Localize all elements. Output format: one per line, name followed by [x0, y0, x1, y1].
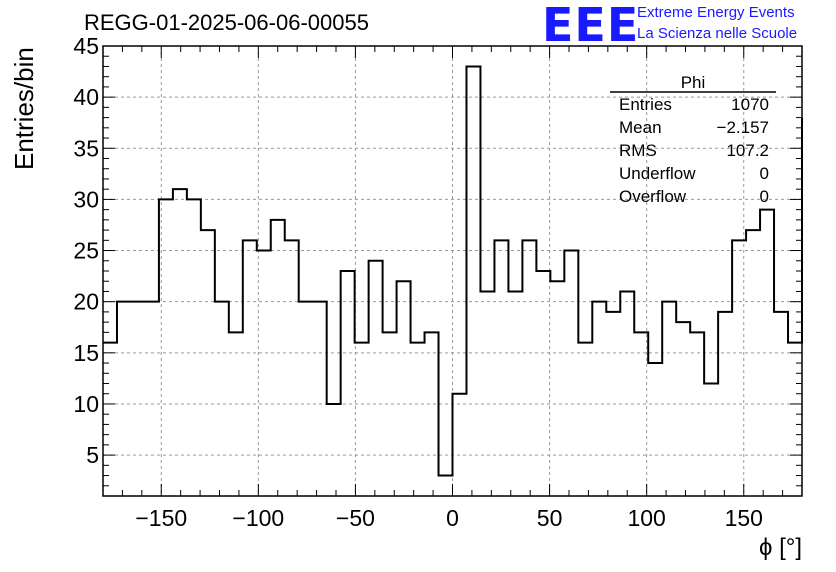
stats-label: RMS: [619, 141, 657, 160]
plot-frame: [102, 45, 803, 497]
y-tick-label: 20: [73, 289, 99, 315]
y-tick-label: 35: [73, 135, 99, 161]
eee-logo: EEE: [542, 0, 640, 52]
x-tick-label: 50: [537, 505, 563, 531]
x-tick-label: −100: [232, 505, 284, 531]
x-axis-label: ϕ [°]: [758, 534, 802, 561]
stats-rows: Entries 1070 Mean −2.157 RMS 107.2 Underflow 0 O…: [619, 95, 769, 206]
y-tick-label: 30: [73, 186, 99, 212]
y-tick-label: 15: [73, 340, 99, 366]
stats-value: −2.157: [717, 118, 769, 137]
stats-value: 0: [760, 164, 769, 183]
y-axis-label: Entries/bin: [9, 47, 39, 170]
stats-value: 0: [760, 187, 769, 206]
stats-box: Phi Entries 1070 Mean −2.157 RMS 107.2 Underfl…: [610, 73, 776, 206]
chart-title: REGG-01-2025-06-06-00055: [84, 10, 369, 35]
x-tick-label: −150: [135, 505, 187, 531]
x-tick-label: 0: [446, 505, 459, 531]
tick-labels: −150 −100 −50 0 50 100 150 5 10 15 20 25 30 35 40 45: [73, 33, 763, 531]
stats-value: 1070: [731, 95, 769, 114]
y-tick-label: 5: [86, 442, 99, 468]
logo-caption-line2: La Scienza nelle Scuole: [637, 25, 798, 42]
stats-title: Phi: [681, 73, 706, 92]
x-tick-label: 150: [725, 505, 763, 531]
y-tick-label: 10: [73, 391, 99, 417]
stats-label: Underflow: [619, 164, 696, 183]
x-tick-label: −50: [336, 505, 375, 531]
logo-caption-line1: Extreme Energy Events: [637, 4, 795, 21]
y-tick-label: 45: [73, 33, 99, 59]
stats-label: Entries: [619, 95, 672, 114]
y-tick-label: 25: [73, 238, 99, 264]
stats-label: Mean: [619, 118, 662, 137]
histogram-outline: [103, 65, 803, 477]
stats-label: Overflow: [619, 187, 687, 206]
x-tick-label: 100: [627, 505, 665, 531]
y-tick-label: 40: [73, 84, 99, 110]
stats-value: 107.2: [726, 141, 769, 160]
